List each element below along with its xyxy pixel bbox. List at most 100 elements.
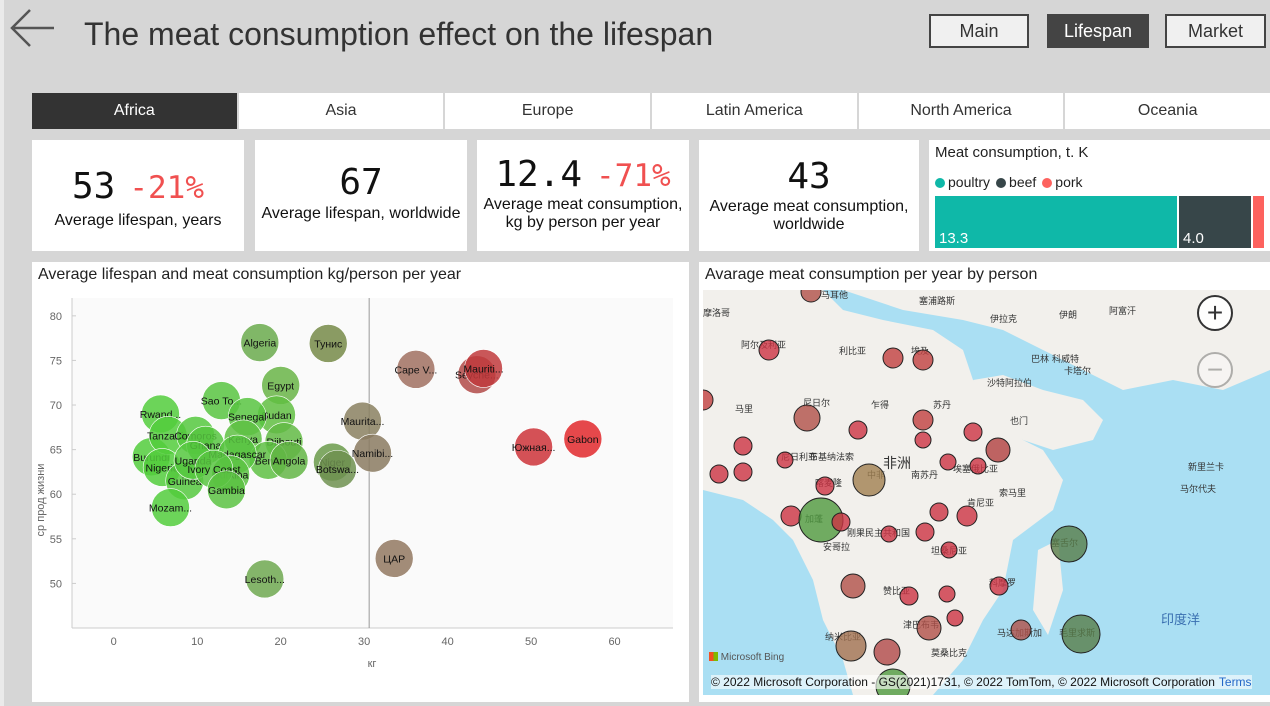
map-bubble[interactable] (793, 404, 821, 432)
point-marker[interactable] (207, 470, 246, 510)
bar-pork[interactable] (1253, 196, 1264, 248)
map-bubble[interactable] (733, 462, 753, 482)
scatter-point[interactable]: Lesoth... (245, 559, 285, 599)
map-bubble[interactable] (915, 522, 935, 542)
map-bubble[interactable] (733, 436, 753, 456)
map-bubble[interactable] (703, 389, 714, 411)
tab-oceania[interactable]: Oceania (1065, 93, 1270, 129)
africa-map[interactable]: 马耳他塞浦路斯摩洛哥伊拉克伊朗阿富汗阿尔及利亚利比亚埃及巴林科威特卡塔尔沙特阿拉… (703, 290, 1270, 695)
point-marker[interactable] (374, 539, 414, 578)
map-bubble[interactable] (1050, 525, 1088, 563)
zoom-out-button[interactable]: − (1197, 352, 1233, 388)
map-bubble[interactable] (835, 630, 867, 662)
map-bubble[interactable] (831, 512, 851, 532)
tab-europe[interactable]: Europe (445, 93, 653, 129)
map-bubble[interactable] (880, 525, 898, 543)
tab-latin-america[interactable]: Latin America (652, 93, 859, 129)
map-bubble[interactable] (780, 505, 802, 527)
map-bubble[interactable] (989, 576, 1009, 596)
map-bubble[interactable] (899, 586, 919, 606)
point-marker[interactable] (396, 350, 436, 389)
map-bubble[interactable] (916, 615, 942, 641)
map-bubble[interactable] (1061, 614, 1101, 654)
scatter-point[interactable]: Тунис (308, 324, 348, 363)
point-marker[interactable] (245, 559, 285, 599)
map-title: Avarage meat consumption per year by per… (705, 266, 1038, 283)
bar-poultry[interactable] (935, 196, 1177, 248)
scatter-point[interactable]: Egypt (261, 366, 300, 405)
map-bubble[interactable] (852, 463, 886, 497)
map-bubble[interactable] (940, 541, 958, 559)
point-marker[interactable] (563, 419, 603, 459)
map-bubble[interactable] (1010, 619, 1032, 641)
map-bubble[interactable] (800, 290, 822, 303)
map-bubble[interactable] (758, 339, 780, 361)
map-bubble[interactable] (956, 505, 978, 527)
legend-dot (996, 178, 1007, 188)
map-bubble[interactable] (963, 422, 983, 442)
nav-main-button[interactable]: Main (929, 14, 1029, 48)
bing-logo: Microsoft Bing (709, 652, 784, 663)
bar-beef[interactable] (1179, 196, 1251, 248)
map-label: 沙特阿拉伯 (987, 377, 1032, 389)
scatter-point[interactable]: Botswa... (316, 449, 359, 489)
map-bubble[interactable] (929, 502, 949, 522)
scatter-point[interactable]: ЦАР (374, 539, 414, 578)
legend-beef[interactable]: beef (996, 174, 1036, 190)
map-bubble[interactable] (815, 476, 835, 496)
nav-lifespan-button[interactable]: Lifespan (1047, 14, 1149, 48)
scatter-point[interactable]: Южная... (512, 427, 556, 467)
scatter-point[interactable]: Maurita... (341, 401, 385, 441)
scatter-point[interactable]: Angola (269, 441, 309, 480)
map-bubble[interactable] (938, 585, 956, 603)
nav-market-button[interactable]: Market (1165, 14, 1266, 48)
scatter-point[interactable]: Gabon (563, 419, 603, 459)
point-marker[interactable] (353, 433, 392, 473)
region-tabs: Africa Asia Europe Latin America North A… (32, 93, 1270, 129)
point-marker[interactable] (240, 323, 280, 362)
map-bubble[interactable] (985, 437, 1011, 463)
legend-pork[interactable]: pork (1042, 174, 1083, 190)
point-label: Тунис (314, 338, 342, 350)
tab-africa[interactable]: Africa (32, 93, 239, 129)
terms-link[interactable]: Terms (1218, 675, 1252, 689)
scatter-point[interactable]: Mauriti... (463, 349, 504, 388)
map-bubble[interactable] (873, 638, 901, 666)
map-label: 马尔代夫 (1180, 483, 1216, 495)
scatter-point[interactable]: Mozam... (149, 488, 192, 527)
zoom-in-button[interactable]: + (1197, 295, 1233, 331)
point-marker[interactable] (151, 488, 190, 527)
map-bubble[interactable] (882, 347, 904, 369)
point-marker[interactable] (464, 349, 503, 388)
scatter-point[interactable]: Cape V... (394, 350, 437, 389)
point-marker[interactable] (318, 449, 357, 489)
map-label: 南苏丹 (911, 469, 938, 481)
scatter-point[interactable]: Namibi... (352, 433, 393, 473)
map-bubble[interactable] (776, 451, 794, 469)
kpi-label: Average lifespan, years (54, 212, 222, 229)
map-bubble[interactable] (946, 609, 964, 627)
map-bubble[interactable] (709, 464, 729, 484)
point-label: Namibi... (352, 448, 393, 460)
legend-poultry[interactable]: poultry (935, 174, 990, 190)
map-bubble[interactable] (840, 573, 866, 599)
map-bubble[interactable] (969, 457, 987, 475)
map-bubble[interactable] (939, 453, 957, 471)
map-bubble[interactable] (912, 349, 934, 371)
back-arrow-icon[interactable] (8, 6, 58, 50)
point-marker[interactable] (308, 324, 348, 363)
map-bubble[interactable] (912, 409, 934, 431)
map-bubble[interactable] (848, 420, 868, 440)
map-canvas: 马耳他塞浦路斯摩洛哥伊拉克伊朗阿富汗阿尔及利亚利比亚埃及巴林科威特卡塔尔沙特阿拉… (703, 290, 1270, 695)
point-label: Gambia (208, 485, 245, 497)
map-bubble[interactable] (914, 431, 932, 449)
point-label: Botswa... (316, 464, 359, 476)
point-marker[interactable] (514, 427, 553, 467)
tab-north-america[interactable]: North America (858, 93, 1066, 129)
tab-asia[interactable]: Asia (238, 93, 446, 129)
scatter-point[interactable]: Algeria (240, 323, 280, 362)
point-marker[interactable] (269, 441, 309, 480)
kpi-delta: -71% (596, 158, 671, 194)
scatter-point[interactable]: Gambia (207, 470, 246, 510)
map-label: 伊拉克 (990, 313, 1017, 325)
